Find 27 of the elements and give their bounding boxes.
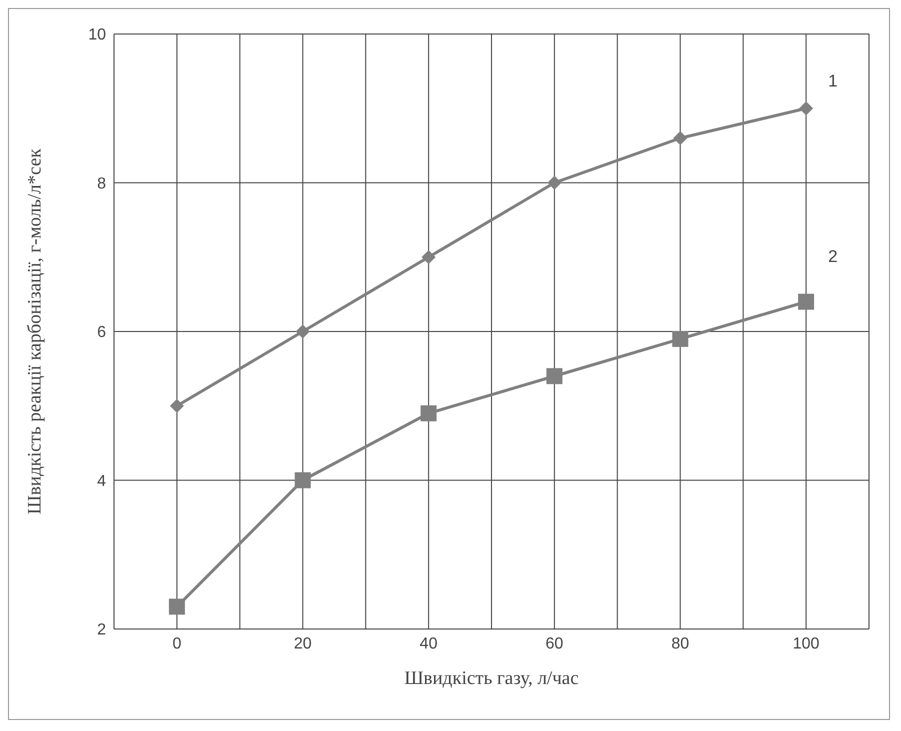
y-tick-label: 8: [97, 175, 106, 192]
point: [799, 101, 814, 116]
x-tick-label: 40: [420, 635, 438, 652]
series-label: 2: [828, 246, 838, 266]
x-tick-label: 0: [172, 635, 182, 652]
y-tick-label: 10: [88, 26, 106, 44]
x-axis-title: Швидкість газу, л/час: [404, 668, 579, 689]
x-tick-label: 20: [294, 635, 312, 652]
x-tick-label: 100: [792, 635, 820, 652]
point: [546, 368, 562, 384]
point: [294, 472, 311, 488]
point: [420, 405, 437, 422]
point: [170, 398, 184, 413]
y-tick-label: 4: [97, 472, 106, 490]
y-axis-title: Швидкість реакції карбонізації, г-моль/л*сек: [24, 148, 46, 514]
point: [673, 131, 688, 146]
point: [798, 294, 814, 310]
y-tick-label: 6: [97, 324, 106, 342]
series-label: 1: [828, 71, 838, 90]
point: [547, 176, 562, 190]
point: [168, 598, 185, 615]
point: [422, 250, 436, 264]
point: [296, 324, 310, 338]
x-tick-label: 60: [546, 635, 564, 652]
x-tick-label: 80: [671, 635, 690, 652]
y-tick-label: 2: [97, 622, 106, 639]
point: [672, 330, 688, 347]
